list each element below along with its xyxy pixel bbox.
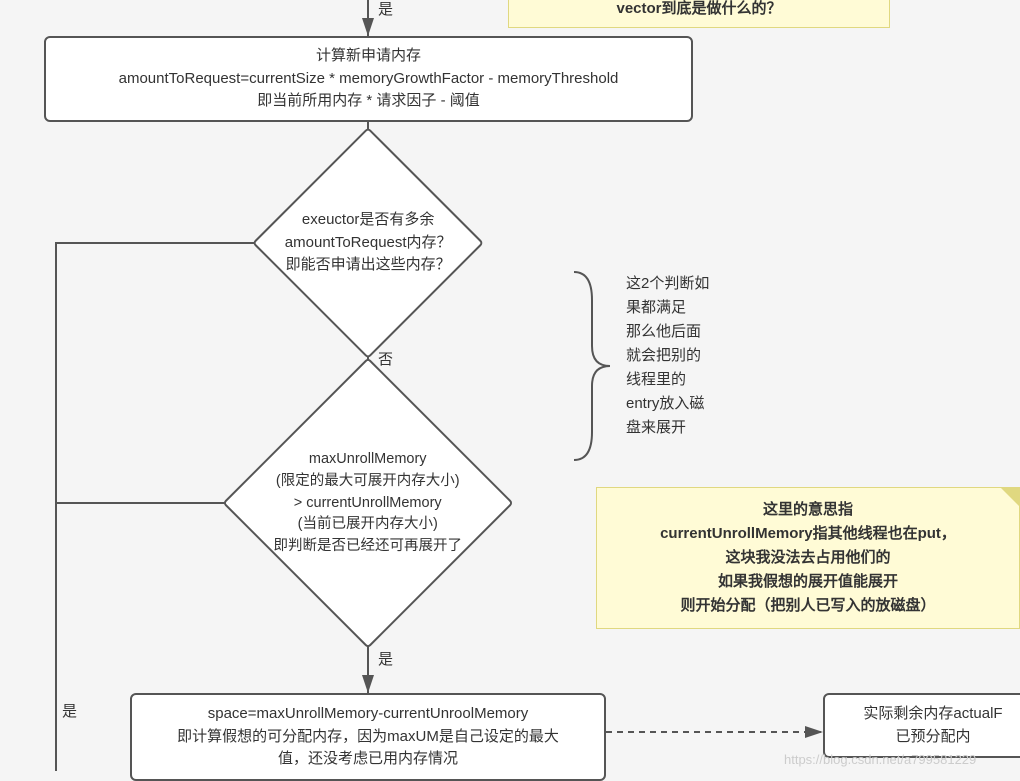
edge-label-d1-no: 否	[378, 348, 393, 369]
line: maxUnrollMemory	[218, 449, 518, 471]
note-current-unroll: 这里的意思指 currentUnrollMemory指其他线程也在put， 这块…	[596, 487, 1020, 629]
brace	[574, 272, 610, 460]
line: 即当前所用内存 * 请求因子 - 阈值	[257, 90, 480, 113]
edge-label-d2-yes: 是	[378, 648, 393, 669]
node-space-calc: space=maxUnrollMemory-currentUnroolMemor…	[130, 693, 606, 781]
note-text: vector到底是做什么的？	[616, 0, 781, 17]
line: 盘来展开	[626, 416, 756, 440]
line: 即判断是否已经还可再展开了	[218, 536, 518, 558]
line: space=maxUnrollMemory-currentUnroolMemor…	[208, 703, 529, 726]
line: currentUnrollMemory指其他线程也在put，	[611, 522, 1005, 546]
line: 实际剩余内存actualF	[863, 703, 1002, 726]
edge-label-left-yes: 是	[62, 700, 77, 721]
line: 则开始分配（把别人已写入的放磁盘）	[611, 594, 1005, 618]
line: 就会把别的	[626, 344, 756, 368]
line: (当前已展开内存大小)	[218, 514, 518, 536]
line: exeuctor是否有多余	[238, 209, 498, 232]
line: 这2个判断如	[626, 272, 756, 296]
line: > currentUnrollMemory	[218, 492, 518, 514]
line: 果都满足	[626, 296, 756, 320]
line: 计算新申请内存	[316, 45, 421, 68]
line: 如果我假想的展开值能展开	[611, 570, 1005, 594]
line: 线程里的	[626, 368, 756, 392]
line: 这里的意思指	[611, 498, 1005, 522]
node-executor-check: exeuctor是否有多余 amountToRequest内存？ 即能否申请出这…	[252, 127, 484, 359]
line: 那么他后面	[626, 320, 756, 344]
node-calc-request: 计算新申请内存 amountToRequest=currentSize * me…	[44, 36, 693, 122]
note-fold-icon	[1001, 488, 1019, 506]
line: 值，还没考虑已用内存情况	[278, 748, 458, 771]
line: 即计算假想的可分配内存，因为maxUM是自己设定的最大	[177, 726, 559, 749]
edge-label-top-yes: 是	[378, 0, 393, 19]
line: 已预分配内	[895, 726, 970, 749]
annot-brace-text: 这2个判断如 果都满足 那么他后面 就会把别的 线程里的 entry放入磁 盘来…	[626, 272, 756, 440]
node-actual-remain: 实际剩余内存actualF 已预分配内	[823, 693, 1020, 758]
node-maxunroll-check: maxUnrollMemory (限定的最大可展开内存大小) > current…	[222, 357, 513, 648]
note-vector-question: vector到底是做什么的？	[508, 0, 890, 28]
line: 这块我没法去占用他们的	[611, 546, 1005, 570]
line: amountToRequest=currentSize * memoryGrow…	[119, 68, 619, 91]
line: (限定的最大可展开内存大小)	[218, 470, 518, 492]
line: entry放入磁	[626, 392, 756, 416]
line: amountToRequest内存？	[238, 232, 498, 255]
watermark: https://blog.csdn.net/a799581229	[784, 752, 976, 767]
line: 即能否申请出这些内存？	[238, 254, 498, 277]
